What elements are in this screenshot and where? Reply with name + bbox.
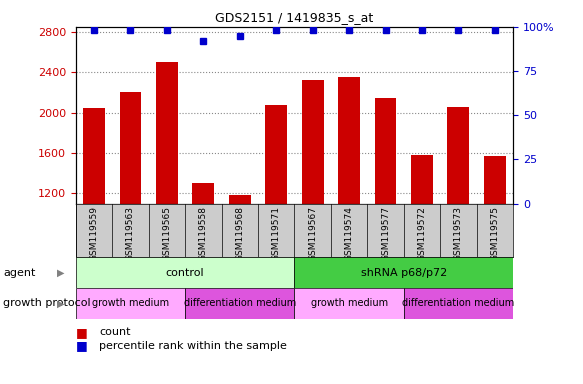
Text: GSM119559: GSM119559 — [90, 206, 99, 261]
Title: GDS2151 / 1419835_s_at: GDS2151 / 1419835_s_at — [215, 11, 374, 24]
Bar — [411, 155, 433, 204]
Bar — [120, 93, 141, 204]
Text: control: control — [166, 268, 205, 278]
Text: growth medium: growth medium — [92, 298, 169, 308]
Bar — [76, 288, 185, 319]
Text: growth medium: growth medium — [311, 298, 388, 308]
Text: GSM119574: GSM119574 — [345, 206, 353, 261]
Text: GSM119571: GSM119571 — [272, 206, 280, 261]
Text: GSM119573: GSM119573 — [454, 206, 463, 261]
Text: agent: agent — [3, 268, 36, 278]
Bar — [185, 288, 294, 319]
Bar — [83, 108, 105, 204]
Text: differentiation medium: differentiation medium — [402, 298, 515, 308]
Text: ▶: ▶ — [58, 268, 65, 278]
Bar — [156, 62, 178, 204]
Text: GSM119563: GSM119563 — [126, 206, 135, 261]
Bar — [447, 107, 469, 204]
Text: GSM119575: GSM119575 — [490, 206, 499, 261]
Text: ■: ■ — [76, 326, 87, 339]
Bar — [192, 183, 215, 204]
Text: shRNA p68/p72: shRNA p68/p72 — [361, 268, 447, 278]
Text: GSM119568: GSM119568 — [236, 206, 244, 261]
Text: GSM119572: GSM119572 — [417, 206, 426, 261]
Text: GSM119565: GSM119565 — [163, 206, 171, 261]
Bar — [265, 104, 287, 204]
Bar — [403, 288, 513, 319]
Text: GSM119558: GSM119558 — [199, 206, 208, 261]
Bar — [338, 77, 360, 204]
Text: differentiation medium: differentiation medium — [184, 298, 296, 308]
Bar — [374, 98, 396, 204]
Bar — [294, 288, 403, 319]
Text: ▶: ▶ — [58, 298, 65, 308]
Bar — [294, 257, 513, 288]
Text: count: count — [99, 327, 131, 337]
Bar — [76, 257, 294, 288]
Text: GSM119567: GSM119567 — [308, 206, 317, 261]
Text: percentile rank within the sample: percentile rank within the sample — [99, 341, 287, 351]
Text: GSM119577: GSM119577 — [381, 206, 390, 261]
Text: ■: ■ — [76, 339, 87, 352]
Bar — [229, 195, 251, 204]
Text: growth protocol: growth protocol — [3, 298, 90, 308]
Bar — [302, 80, 324, 204]
Bar — [484, 156, 505, 204]
